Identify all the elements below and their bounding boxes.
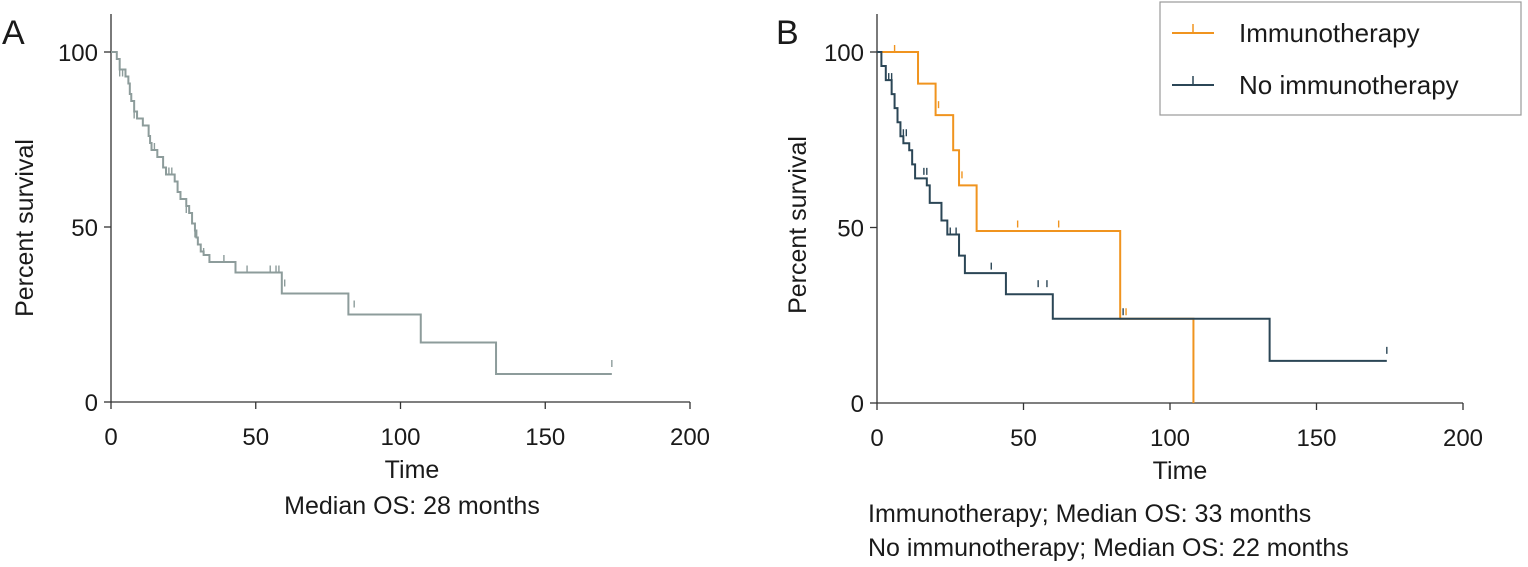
x-axis-title-b: Time <box>1153 457 1208 485</box>
panel-b: B 0 50 100 150 200 0 50 100 Percent survival Ti… <box>776 1 1522 562</box>
survival-curve-immunotherapy <box>877 51 1195 403</box>
y-tick-label: 50 <box>71 215 98 242</box>
x-tick-label: 100 <box>380 424 420 451</box>
ticks-a: 0 50 100 150 200 0 50 100 <box>58 40 710 451</box>
survival-curve-panel-a <box>111 51 612 375</box>
y-axis-title-b: Percent survival <box>784 136 812 314</box>
x-tick-label: 100 <box>1150 425 1190 452</box>
y-tick-label: 100 <box>58 40 98 67</box>
legend-box <box>1159 1 1522 116</box>
caption-b-immunotherapy: Immunotherapy; Median OS: 33 months <box>868 500 1311 528</box>
caption-a-median-os: Median OS: 28 months <box>284 492 540 520</box>
x-tick-label: 150 <box>525 424 565 451</box>
y-tick-label: 100 <box>824 40 864 67</box>
x-axis-title-a: Time <box>385 456 440 484</box>
panel-letter-a: A <box>2 14 25 52</box>
x-tick-label: 150 <box>1296 425 1336 452</box>
x-tick-label: 200 <box>1443 425 1483 452</box>
series-group-b <box>877 45 1388 403</box>
survival-curve-no-immunotherapy <box>877 51 1387 362</box>
x-tick-label: 50 <box>1010 425 1037 452</box>
x-tick-label: 200 <box>670 424 710 451</box>
y-tick-label: 0 <box>851 391 864 418</box>
caption-b-no-immunotherapy: No immunotherapy; Median OS: 22 months <box>868 534 1349 562</box>
y-axis-title-a: Percent survival <box>11 139 39 317</box>
ticks-b: 0 50 100 150 200 0 50 100 <box>824 40 1483 452</box>
legend-label-immunotherapy: Immunotherapy <box>1239 18 1420 48</box>
series-group-a <box>111 51 613 375</box>
panel-letter-b: B <box>776 14 799 52</box>
x-tick-label: 0 <box>870 425 883 452</box>
x-tick-label: 50 <box>242 424 269 451</box>
panel-a: A 0 50 100 150 200 0 50 100 Percent survival Ti… <box>2 14 710 520</box>
y-tick-label: 50 <box>837 216 864 243</box>
legend-label-no-immunotherapy: No immunotherapy <box>1239 70 1459 100</box>
legend: Immunotherapy No immunotherapy <box>1159 1 1522 116</box>
y-tick-label: 0 <box>85 390 98 417</box>
x-tick-label: 0 <box>104 424 117 451</box>
